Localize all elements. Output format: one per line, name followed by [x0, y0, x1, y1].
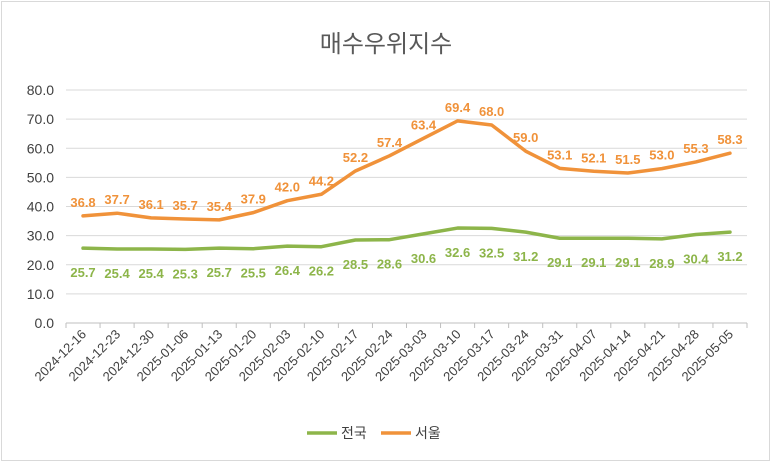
- chart-title: 매수우위지수: [320, 30, 452, 58]
- data-label: 57.4: [377, 135, 403, 150]
- data-label: 59.0: [513, 130, 538, 145]
- series-line-seoul: [81, 119, 732, 222]
- y-tick-label: 30.0: [27, 228, 54, 244]
- data-label: 35.7: [173, 198, 198, 213]
- data-label: 53.1: [547, 147, 572, 162]
- data-label: 29.1: [615, 255, 640, 270]
- data-label: 44.2: [309, 173, 334, 188]
- series-line-national: [81, 226, 732, 252]
- data-label: 29.1: [547, 255, 572, 270]
- y-tick-label: 0.0: [35, 315, 55, 331]
- data-label: 68.0: [479, 104, 504, 119]
- legend-label: 서울: [415, 426, 441, 442]
- data-label: 37.9: [241, 192, 266, 207]
- data-labels: 25.7 25.4 25.4 25.3 25.7 25.5 26.4 26.2 28.5 28.6…: [70, 100, 742, 281]
- data-label: 25.3: [173, 266, 198, 281]
- data-label: 51.5: [615, 152, 640, 167]
- data-label: 30.6: [411, 251, 436, 266]
- data-label: 58.3: [717, 132, 742, 147]
- data-label: 55.3: [683, 141, 708, 156]
- y-tick-label: 80.0: [27, 82, 54, 98]
- y-tick-label: 10.0: [27, 286, 54, 302]
- data-label: 26.4: [275, 263, 301, 278]
- y-tick-label: 70.0: [27, 111, 54, 127]
- legend: 전국 서울: [307, 426, 441, 442]
- data-label: 29.1: [581, 255, 606, 270]
- data-label: 28.5: [343, 257, 368, 272]
- data-label: 25.7: [70, 265, 95, 280]
- data-label: 69.4: [445, 100, 471, 115]
- data-label: 28.9: [649, 256, 674, 271]
- data-label: 25.4: [104, 266, 130, 281]
- data-label: 42.0: [275, 180, 300, 195]
- data-label: 26.2: [309, 264, 334, 279]
- data-label: 25.4: [138, 266, 164, 281]
- gridlines: [66, 89, 747, 324]
- data-label: 36.8: [70, 195, 95, 210]
- data-label: 31.2: [513, 249, 538, 264]
- data-label: 30.4: [683, 251, 709, 266]
- data-label: 63.4: [411, 117, 437, 132]
- y-tick-label: 40.0: [27, 199, 54, 215]
- y-tick-label: 60.0: [27, 140, 54, 156]
- data-label: 31.2: [717, 249, 742, 264]
- data-label: 25.7: [207, 265, 232, 280]
- data-label: 36.1: [138, 197, 163, 212]
- data-label: 37.7: [104, 192, 129, 207]
- data-label: 28.6: [377, 257, 402, 272]
- y-axis: 0.0 10.0 20.0 30.0 40.0 50.0 60.0 70.0 80.0: [27, 82, 54, 331]
- data-label: 53.0: [649, 148, 674, 163]
- data-label: 32.6: [445, 245, 470, 260]
- data-label: 52.2: [343, 150, 368, 165]
- series-lines: [81, 119, 732, 252]
- data-label: 35.4: [207, 199, 233, 214]
- legend-label: 전국: [341, 426, 367, 442]
- data-label: 25.5: [241, 266, 266, 281]
- data-label: 52.1: [581, 150, 606, 165]
- data-label: 32.5: [479, 245, 504, 260]
- y-tick-label: 50.0: [27, 169, 54, 185]
- x-axis: 2024-12-162024-12-232024-12-302025-01-06…: [32, 323, 748, 384]
- y-tick-label: 20.0: [27, 257, 54, 273]
